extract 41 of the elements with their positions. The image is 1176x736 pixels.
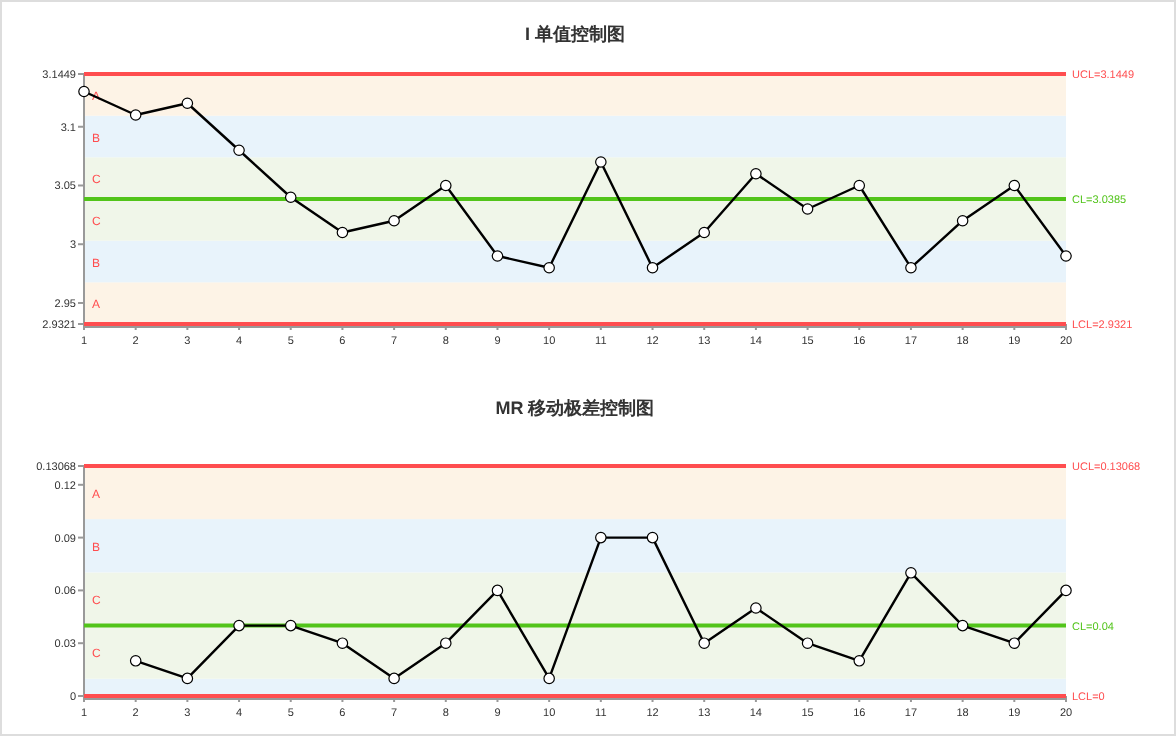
point <box>336 637 349 649</box>
point <box>284 191 297 204</box>
point <box>853 655 866 667</box>
point <box>388 214 400 227</box>
point <box>439 637 452 649</box>
point <box>543 261 555 274</box>
point <box>543 672 555 685</box>
point <box>646 261 659 274</box>
chart-title: I 单值控制图 <box>524 24 626 44</box>
point <box>233 144 245 157</box>
point <box>595 531 607 544</box>
point <box>1008 179 1021 192</box>
point <box>956 214 969 227</box>
point <box>698 226 711 239</box>
point <box>1008 637 1021 649</box>
point <box>1060 584 1072 597</box>
point <box>595 156 607 168</box>
point <box>956 619 969 632</box>
point <box>801 203 814 215</box>
point <box>905 567 917 579</box>
point <box>129 109 142 121</box>
point <box>491 250 504 262</box>
point <box>336 226 349 239</box>
point <box>698 637 711 649</box>
point <box>388 672 400 685</box>
point <box>853 179 866 192</box>
point <box>439 179 452 192</box>
point <box>78 85 90 98</box>
point <box>233 619 245 632</box>
point <box>284 619 297 632</box>
point <box>750 167 762 180</box>
point <box>750 602 762 614</box>
point <box>1060 250 1072 262</box>
point <box>181 672 194 685</box>
point <box>491 584 504 597</box>
point <box>181 97 194 110</box>
point <box>646 531 659 544</box>
point <box>801 637 814 649</box>
chart-title: MR 移动极差控制图 <box>495 398 655 418</box>
point <box>905 261 917 274</box>
point <box>129 655 142 667</box>
